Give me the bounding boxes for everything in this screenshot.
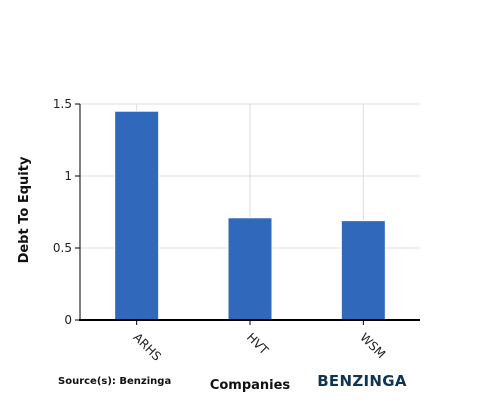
y-tick-label: 1	[64, 169, 72, 183]
y-tick-label: 1.5	[53, 97, 72, 111]
bar-arhs	[114, 110, 160, 321]
source-label: Source(s): Benzinga	[58, 376, 171, 387]
y-tick-label: 0.5	[53, 241, 72, 255]
brand-logo: BENZINGA	[317, 372, 407, 390]
y-axis-title: Debt To Equity	[17, 156, 32, 263]
y-tick-label: 0	[64, 313, 72, 327]
tick-labels: 0 0.5 1 1.5 ARHS HVT WSM	[53, 97, 388, 364]
x-axis-title: Companies	[210, 378, 291, 393]
axes	[75, 103, 420, 325]
bar-wsm	[340, 220, 386, 321]
x-tick-label: HVT	[244, 330, 272, 358]
x-tick-label: WSM	[357, 330, 388, 361]
x-tick-label: ARHS	[131, 330, 164, 363]
bar-hvt	[227, 217, 273, 321]
